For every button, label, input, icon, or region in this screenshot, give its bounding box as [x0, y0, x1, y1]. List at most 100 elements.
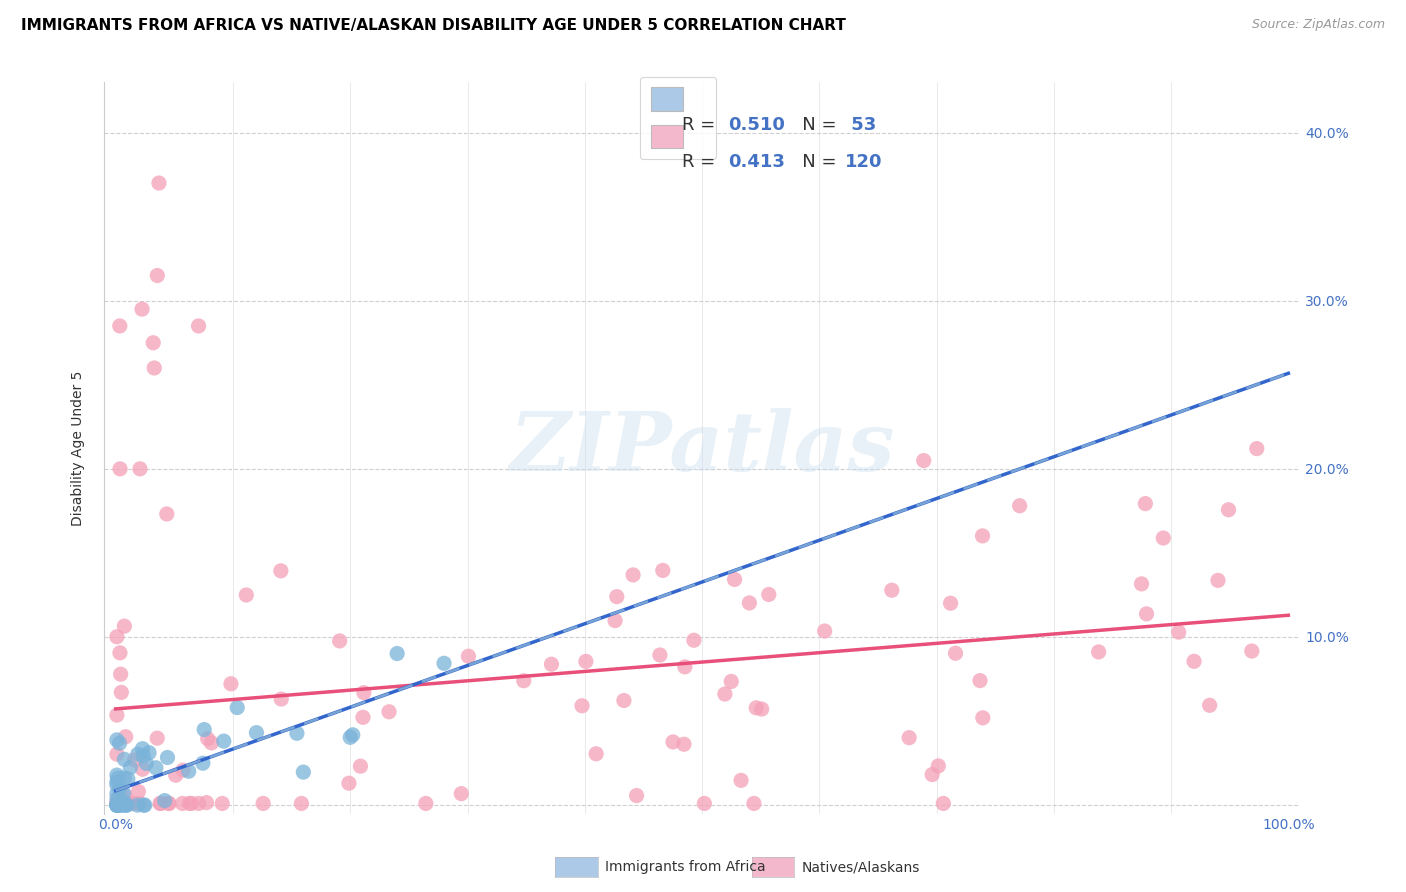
Point — [108, 318, 131, 333]
Point — [945, 646, 967, 660]
Point — [200, 736, 222, 750]
Point — [124, 753, 146, 767]
Point — [110, 798, 132, 813]
Point — [107, 798, 129, 813]
Point — [127, 747, 149, 762]
Point — [105, 630, 128, 644]
Point — [129, 462, 152, 476]
Point — [921, 767, 943, 781]
Point — [912, 453, 935, 467]
Point — [107, 771, 129, 785]
Point — [193, 723, 215, 737]
Point — [648, 648, 671, 662]
Point — [105, 798, 128, 813]
Point — [105, 797, 128, 811]
Point — [1240, 644, 1263, 658]
Point — [108, 798, 131, 813]
Point — [177, 764, 200, 779]
Text: 120: 120 — [845, 153, 883, 170]
Point — [1246, 442, 1268, 456]
Point — [285, 726, 308, 740]
Point — [115, 798, 138, 813]
Point — [226, 700, 249, 714]
Point — [108, 782, 131, 797]
Point — [939, 596, 962, 610]
Point — [105, 768, 128, 782]
Point — [352, 710, 374, 724]
Point — [457, 649, 479, 664]
Point — [112, 797, 135, 811]
Text: Immigrants from Africa: Immigrants from Africa — [605, 860, 765, 874]
Point — [114, 798, 136, 813]
Point — [195, 796, 218, 810]
Point — [1135, 607, 1157, 621]
Point — [112, 771, 135, 785]
Point — [128, 797, 150, 811]
Point — [621, 568, 644, 582]
Text: ZIPatlas: ZIPatlas — [509, 408, 894, 488]
Point — [742, 797, 765, 811]
Point — [105, 792, 128, 806]
Point — [672, 737, 695, 751]
Point — [606, 590, 628, 604]
Point — [105, 798, 128, 813]
Text: R =: R = — [682, 153, 721, 170]
Point — [385, 647, 408, 661]
Point — [105, 797, 128, 811]
Point — [270, 692, 292, 706]
Point — [898, 731, 921, 745]
Point — [714, 687, 737, 701]
Text: Natives/Alaskans: Natives/Alaskans — [801, 860, 920, 874]
Point — [156, 750, 179, 764]
Point — [683, 633, 706, 648]
Point — [112, 619, 135, 633]
Point — [1008, 499, 1031, 513]
Point — [353, 685, 375, 699]
Point — [108, 736, 131, 750]
Point — [120, 760, 142, 774]
Point — [105, 708, 128, 723]
Point — [972, 529, 994, 543]
Point — [105, 797, 128, 811]
Point — [132, 798, 155, 813]
Point — [134, 798, 156, 813]
Point — [105, 798, 128, 813]
Text: N =: N = — [785, 153, 842, 170]
Point — [972, 711, 994, 725]
Point — [127, 784, 149, 798]
Point — [758, 587, 780, 601]
Point — [135, 756, 157, 771]
Text: R =: R = — [682, 117, 721, 135]
Point — [450, 787, 472, 801]
Point — [131, 762, 153, 776]
Point — [1218, 502, 1240, 516]
Text: 0.413: 0.413 — [728, 153, 785, 170]
Point — [114, 730, 136, 744]
Text: IMMIGRANTS FROM AFRICA VS NATIVE/ALASKAN DISABILITY AGE UNDER 5 CORRELATION CHAR: IMMIGRANTS FROM AFRICA VS NATIVE/ALASKAN… — [21, 18, 846, 33]
Point — [108, 646, 131, 660]
Point — [1198, 698, 1220, 713]
Point — [111, 797, 134, 811]
Point — [115, 798, 138, 813]
Point — [105, 787, 128, 801]
Point — [337, 776, 360, 790]
Point — [149, 797, 172, 811]
Point — [157, 797, 180, 811]
Point — [105, 797, 128, 811]
Point — [131, 302, 153, 317]
Point — [433, 657, 456, 671]
Point — [191, 756, 214, 771]
Point — [142, 335, 165, 350]
Point — [153, 794, 176, 808]
Point — [613, 693, 636, 707]
Point — [585, 747, 607, 761]
Point — [108, 462, 131, 476]
Point — [270, 564, 292, 578]
Point — [105, 798, 128, 813]
Point — [105, 798, 128, 813]
Point — [1135, 497, 1157, 511]
Point — [179, 797, 201, 811]
Point — [378, 705, 401, 719]
Point — [110, 796, 132, 810]
Point — [814, 624, 837, 638]
